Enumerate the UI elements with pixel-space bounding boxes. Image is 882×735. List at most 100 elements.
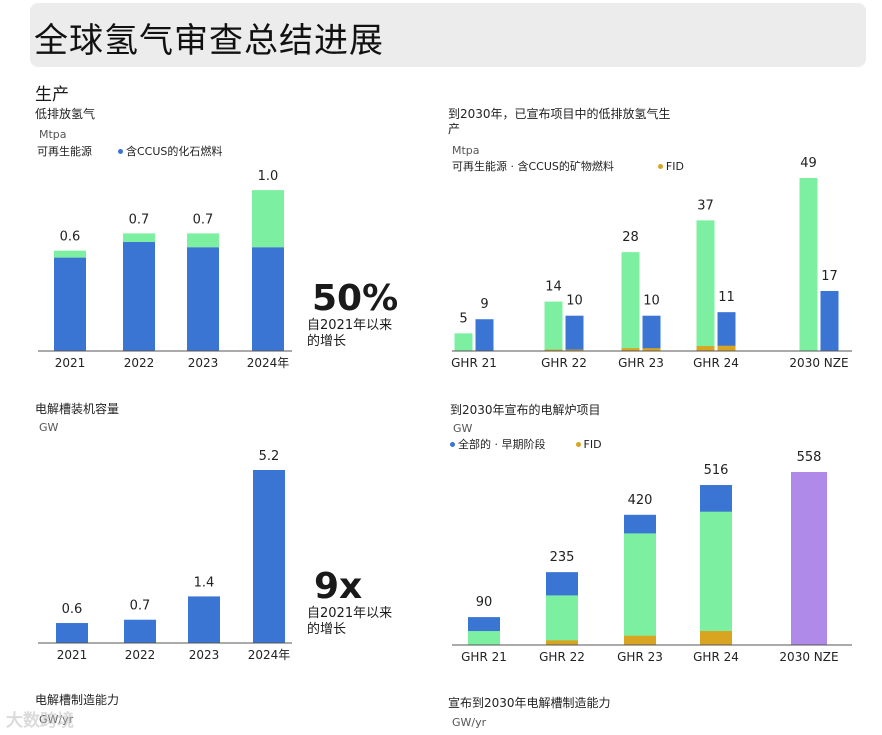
c4-bar-fid	[700, 631, 732, 645]
c2-bar-fid	[696, 346, 715, 351]
c2-data-label: 17	[821, 269, 838, 284]
c1-data-label: 0.6	[60, 230, 81, 245]
title-bar: 全球氢气审查总结进展	[30, 3, 866, 67]
bottom-left-title: 电解槽制造能力	[35, 693, 120, 707]
c4-bar-early	[546, 595, 578, 645]
c2-data-label: 14	[545, 280, 562, 295]
legend-fossil-dot	[118, 149, 123, 154]
bottom-right-unit: GW/yr	[452, 716, 487, 729]
c4-data-label: 420	[628, 493, 653, 508]
chart3-unit: GW	[39, 421, 59, 434]
c2-bar-renewable	[696, 220, 715, 351]
chart4-title: 到2030年宣布的电解炉项目	[450, 403, 601, 417]
legend-fossil: 含CCUS的化石燃料	[126, 145, 223, 158]
c2-bar-fid	[565, 349, 584, 351]
c2-tick-label: GHR 23	[618, 356, 664, 370]
c3-bar	[188, 596, 220, 643]
c2-data-label: 28	[622, 230, 639, 245]
c2-tick-label: 2030 NZE	[789, 356, 848, 370]
c4-data-label: 235	[550, 550, 575, 565]
chart2-legend: 可再生能源 · 含CCUS的矿物燃料 FID	[452, 160, 684, 173]
c2-bar-fossil	[475, 319, 494, 351]
chart1-unit: Mtpa	[39, 128, 67, 141]
chart2-title: 到2030年，已宣布项目中的低排放氢气生产	[448, 107, 671, 136]
legend2-fossil: 含CCUS的矿物燃料	[517, 160, 614, 173]
c3-data-label: 1.4	[194, 575, 215, 590]
c1-bar-renewable	[187, 233, 219, 248]
c3-tick-label: 2024年	[248, 648, 291, 662]
c2-bar-fossil	[717, 312, 736, 351]
c2-bar-fid	[642, 348, 661, 351]
c2-bar-fossil	[642, 315, 661, 351]
chart4-unit: GW	[453, 422, 473, 435]
chart1-legend: 可再生能源 含CCUS的化石燃料	[37, 143, 222, 159]
c2-tick-label: GHR 24	[693, 356, 739, 370]
c1-tick-label: 2022	[124, 356, 155, 370]
legend4-fid-dot	[575, 442, 581, 447]
c4-tick-label: GHR 23	[617, 650, 663, 664]
c3-tick-label: 2023	[189, 648, 220, 662]
watermark: 大数跨境	[6, 711, 74, 731]
c4-data-label: 558	[797, 450, 822, 465]
stat1-note-line1: 自2021年以来	[307, 318, 393, 333]
legend-renewable: 可再生能源	[37, 145, 92, 158]
c3-data-label: 0.7	[130, 599, 151, 614]
c1-data-label: 1.0	[258, 169, 279, 184]
c2-data-label: 49	[800, 156, 817, 171]
legend2-renewable: 可再生能源	[452, 160, 507, 173]
c2-data-label: 37	[697, 198, 714, 213]
stat1-note-line2: 的增长	[307, 334, 347, 349]
c3-bar	[253, 470, 285, 643]
c4-data-label: 90	[476, 595, 493, 610]
legend4-early: 早期阶段	[501, 438, 546, 451]
page-title: 全球氢气审查总结进展	[34, 21, 384, 61]
c2-bar-renewable	[454, 333, 473, 351]
legend2-fid: FID	[665, 160, 684, 173]
c2-data-label: 11	[718, 290, 735, 305]
c4-bar-early	[700, 511, 732, 645]
stat1-note: 自2021年以来 的增长	[307, 318, 392, 350]
chart3-title: 电解槽装机容量	[35, 402, 120, 416]
c3-data-label: 0.6	[62, 602, 83, 617]
c1-data-label: 0.7	[129, 212, 150, 227]
chart4-legend: 全部的 · 早期阶段 FID	[450, 436, 602, 452]
c2-bar-renewable	[799, 178, 818, 351]
c3-tick-label: 2021	[57, 648, 88, 662]
c2-bar-renewable	[544, 301, 563, 351]
c3-bar	[56, 623, 88, 643]
c1-bar-fossil	[123, 242, 155, 351]
legend4-all-dot	[450, 442, 455, 447]
c4-bar-nze	[791, 472, 827, 645]
chart2-unit: Mtpa	[452, 144, 480, 157]
legend4-all: 全部的	[458, 438, 491, 451]
c4-tick-label: GHR 22	[539, 650, 585, 664]
c2-bar-renewable	[621, 252, 640, 351]
stat2-value: 9x	[314, 566, 363, 607]
legend4-fid: FID	[583, 438, 602, 451]
c4-tick-label: GHR 24	[693, 650, 739, 664]
c2-data-label: 10	[643, 294, 660, 309]
bottom-right-title: 宣布到2030年电解槽制造能力	[448, 696, 611, 710]
c2-bar-fossil	[820, 290, 839, 351]
c3-bar	[124, 619, 156, 643]
c1-bar-fossil	[252, 247, 284, 351]
c2-bar-fid	[621, 348, 640, 351]
c1-tick-label: 2023	[188, 356, 219, 370]
chart1-title: 低排放氢气	[35, 107, 96, 121]
c1-tick-label: 2021	[55, 356, 86, 370]
c4-bar-fid	[546, 640, 578, 645]
c1-bar-renewable	[54, 250, 86, 258]
c4-bar-early	[624, 533, 656, 645]
c3-data-label: 5.2	[259, 449, 280, 464]
c4-data-label: 516	[704, 463, 729, 478]
stat1-value: 50%	[312, 278, 399, 319]
section-label: 生产	[35, 85, 69, 105]
c2-data-label: 10	[566, 294, 583, 309]
c2-tick-label: GHR 21	[451, 356, 497, 370]
c2-tick-label: GHR 22	[541, 356, 587, 370]
c1-tick-label: 2024年	[247, 356, 290, 370]
c2-bar-fossil	[565, 315, 584, 351]
legend2-fid-dot	[657, 164, 663, 169]
stat2-note: 自2021年以来 的增长	[307, 606, 392, 638]
